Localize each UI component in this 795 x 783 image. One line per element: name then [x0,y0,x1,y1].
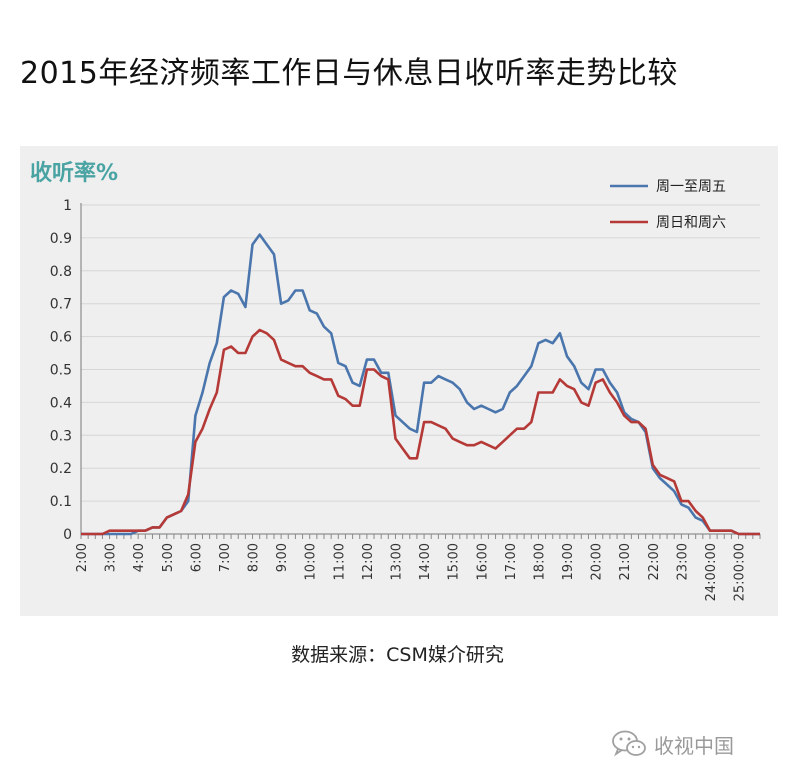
x-tick-label: 6:00 [189,543,204,572]
series-lines [81,233,760,536]
y-tick-labels: 0 0.1 0.2 0.3 0.4 0.5 0.6 0.7 0.8 0.9 1 [50,198,72,543]
x-tick-label: 18:00 [532,543,547,580]
x-tick-label: 19:00 [561,543,576,580]
y-tick-label: 0.8 [50,264,72,280]
x-tick-label: 14:00 [418,543,433,580]
y-axis-label: 收听率% [30,160,118,186]
x-tick-label: 8:00 [247,543,262,572]
chart-panel: 收听率% 0 0.1 0.2 0.3 0.4 0.5 0.6 0.7 0.8 0.9 1 2:00 3… [20,146,778,616]
x-tick-label: 21:00 [618,543,633,580]
x-tick-label: 23:00 [675,543,690,580]
y-tick-label: 0.7 [50,297,72,313]
wechat-icon [612,730,646,757]
page-title: 2015年经济频率工作日与休息日收听率走势比较 [20,56,678,91]
line-chart: 收听率% 0 0.1 0.2 0.3 0.4 0.5 0.6 0.7 0.8 0.9 1 2:00 3… [30,160,761,601]
x-tick-label: 11:00 [332,543,347,580]
x-tick-labels: 2:00 3:00 4:00 5:00 6:00 7:00 8:00 9:00 10:00 11:… [75,543,748,601]
x-tick-label: 25:00:00 [733,543,748,601]
x-tick-label: 4:00 [132,543,147,572]
x-tick-label: 12:00 [361,543,376,580]
series-line-weekend [81,328,760,536]
x-tick-label: 15:00 [447,543,462,580]
axes [80,203,761,539]
x-tick-label: 24:00:00 [704,543,719,601]
x-tick-label: 16:00 [475,543,490,580]
x-tick-label: 10:00 [304,543,319,580]
y-tick-label: 0.4 [50,395,72,411]
y-tick-label: 0 [63,527,72,543]
gridlines [81,204,760,502]
legend-label-weekend: 周日和周六 [656,215,726,231]
x-tick-label: 9:00 [275,543,290,572]
y-tick-label: 0.1 [50,494,72,510]
data-source-note: 数据来源：CSM媒介研究 [291,644,504,666]
y-tick-label: 0.3 [50,428,72,444]
x-tick-label: 20:00 [590,543,605,580]
series-line-weekday [81,233,760,536]
x-tick-label: 13:00 [389,543,404,580]
y-tick-label: 0.6 [50,330,72,346]
x-tick-label: 2:00 [75,543,90,572]
watermark: 收视中国 [612,726,734,762]
x-tick-label: 22:00 [647,543,662,580]
x-tick-label: 5:00 [161,543,176,572]
x-tick-label: 3:00 [104,543,119,572]
y-tick-label: 0.2 [50,461,72,477]
y-tick-label: 0.5 [50,363,72,379]
x-tick-label: 7:00 [218,543,233,572]
watermark-text: 收视中国 [654,733,734,758]
x-tick-label: 17:00 [504,543,519,580]
y-tick-label: 1 [63,198,72,214]
legend-label-weekday: 周一至周五 [656,179,726,195]
y-tick-label: 0.9 [50,231,72,247]
